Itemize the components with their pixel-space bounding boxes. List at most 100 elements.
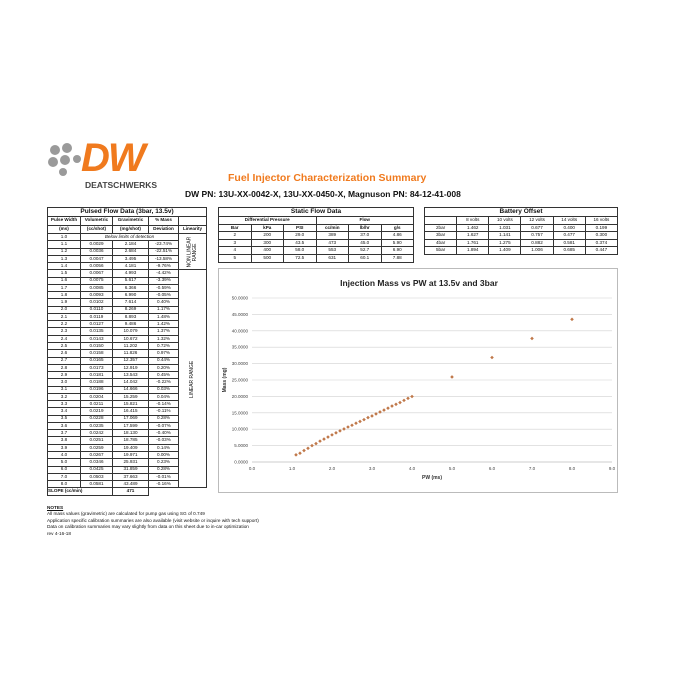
table-cell: 200 <box>250 231 284 240</box>
table-cell: 3.7 <box>47 429 81 438</box>
table-cell: 0.0165 <box>80 356 113 365</box>
below-limits-note: Below limits of detection <box>80 232 179 242</box>
table-cell: -0.59% <box>148 283 179 293</box>
table-cell: 1.462 <box>456 223 490 233</box>
table-title-row: Battery Offset <box>424 207 618 217</box>
x-axis-label: PW (ms) <box>422 475 442 481</box>
table-cell: 400 <box>250 246 284 255</box>
table-cell: 2.4 <box>47 334 81 344</box>
table-cell: 2bar <box>423 223 458 233</box>
table-cell: 1.9 <box>47 298 81 307</box>
table-cell: 0.04% <box>148 392 179 402</box>
column-header: g/s <box>380 223 414 233</box>
data-point <box>386 406 390 410</box>
data-point <box>342 427 346 431</box>
table-cell: 0.677 <box>520 223 554 233</box>
table-cell: 2.0 <box>47 305 81 314</box>
table-cell: 3.5 <box>47 414 81 423</box>
table-cell: -0.14% <box>148 400 179 409</box>
table-cell: 0.0242 <box>80 429 113 438</box>
table-row: 3bar 1.627 1.141 0.757 0.477 0.300 <box>423 231 619 240</box>
table-cell: 0.0067 <box>80 269 113 278</box>
y-tick-label: 30.0000 <box>232 361 249 366</box>
x-tick-label: 8.0 <box>569 466 576 471</box>
table-cell: 17.069 <box>112 414 149 423</box>
table-cell: 3.3 <box>47 400 81 409</box>
table-cell: 0.374 <box>584 238 619 248</box>
y-tick-label: 20.0000 <box>232 394 249 399</box>
y-tick-label: 35.0000 <box>232 345 249 350</box>
table-row: 4bar 1.761 1.275 0.882 0.581 0.374 <box>423 238 619 248</box>
table-cell: 11.202 <box>112 341 149 351</box>
table-cell: 0.0047 <box>80 254 113 264</box>
data-point <box>306 446 310 451</box>
data-point <box>402 398 406 403</box>
table-cell: 37.0 <box>348 231 382 240</box>
note-line: All mass values (gravimetric) are calcul… <box>47 511 205 517</box>
logo-subtext: DEATSCHWERKS <box>85 180 158 190</box>
column-group-header: Differential Pressure <box>218 216 317 225</box>
table-cell: 0.0036 <box>80 247 113 256</box>
table-cell: 0.0211 <box>80 400 113 409</box>
column-header: Linearity <box>177 224 208 234</box>
column-header: 14 volts <box>552 216 586 225</box>
x-tick-label: 0.0 <box>249 466 256 471</box>
data-point <box>570 317 574 322</box>
data-point <box>382 408 386 412</box>
table-cell: 52.7 <box>348 246 382 255</box>
column-header: 12 volts <box>520 216 554 225</box>
table-cell: 37.663 <box>112 472 149 482</box>
table-cell: 6.990 <box>112 291 149 300</box>
data-point <box>366 415 370 420</box>
notes: NOTES All mass values (gravimetric) are … <box>47 505 347 537</box>
table-cell: 3.8 <box>47 436 81 445</box>
table-cell: 0.0102 <box>80 298 113 307</box>
table-cell: 0.882 <box>520 238 554 248</box>
x-tick-label: 9.0 <box>609 466 616 471</box>
table-cell: 15.259 <box>112 392 149 402</box>
linear-range-label: LINEAR RANGE <box>178 269 207 488</box>
part-numbers: DW PN: 13U-XX-0042-X, 13U-XX-0450-X, Mag… <box>185 189 461 199</box>
table-cell: 0.03% <box>148 385 179 394</box>
table-cell: 0.199 <box>584 223 619 233</box>
table-cell: 0.0228 <box>80 414 113 423</box>
column-header: Volumetric <box>80 216 113 226</box>
table-cell: 1.3 <box>47 254 81 264</box>
table-row: 5bar 1.894 1.409 1.006 0.685 0.447 <box>423 246 619 255</box>
table-cell: 0.00% <box>148 450 179 460</box>
table-cell: 2.5 <box>47 341 81 351</box>
x-tick-label: 7.0 <box>529 466 536 471</box>
column-header: 8 volts <box>456 216 490 225</box>
static-flow-table: Static Flow Data Differential Pressure Flo… <box>218 207 414 263</box>
table-cell: 5.0 <box>47 458 81 467</box>
chart-title: Injection Mass vs PW at 13.5v and 3bar <box>340 278 498 288</box>
table-cell: 4 <box>218 246 252 255</box>
data-point <box>406 396 410 401</box>
notes-title: NOTES <box>47 505 64 510</box>
injection-mass-chart: Injection Mass vs PW at 13.5v and 3bar 0.… <box>222 278 616 481</box>
table-row: 4 400 58.0 553 52.7 6.90 <box>218 246 414 255</box>
column-header: Deviation <box>148 224 179 234</box>
x-tick-label: 5.0 <box>449 466 456 471</box>
table-cell: 0.45% <box>148 371 179 380</box>
column-header: 16 volts <box>584 216 619 225</box>
data-point <box>334 431 338 435</box>
table-cell: 0.0085 <box>80 283 113 293</box>
data-point <box>322 437 326 441</box>
table-cell: 1.4 <box>47 262 81 271</box>
logo-graphic <box>48 143 81 176</box>
data-point <box>398 400 402 405</box>
table-cell: 2.184 <box>112 240 149 249</box>
table-cell: 1.275 <box>488 238 522 248</box>
table-cell: 0.0188 <box>80 378 113 387</box>
y-tick-label: 0.0000 <box>234 460 248 465</box>
data-point <box>350 423 354 428</box>
table-cell: 0.23% <box>148 458 179 467</box>
table-row: 2bar 1.462 1.031 0.677 0.400 0.199 <box>423 223 619 233</box>
table-cell: 0.0110 <box>80 305 113 314</box>
table-cell: 0.97% <box>148 349 179 358</box>
table-cell: 3.495 <box>112 254 149 264</box>
y-tick-label: 40.0000 <box>232 328 249 333</box>
slope-label: SLOPE (cc/min) <box>47 487 113 496</box>
x-tick-label: 3.0 <box>369 466 376 471</box>
